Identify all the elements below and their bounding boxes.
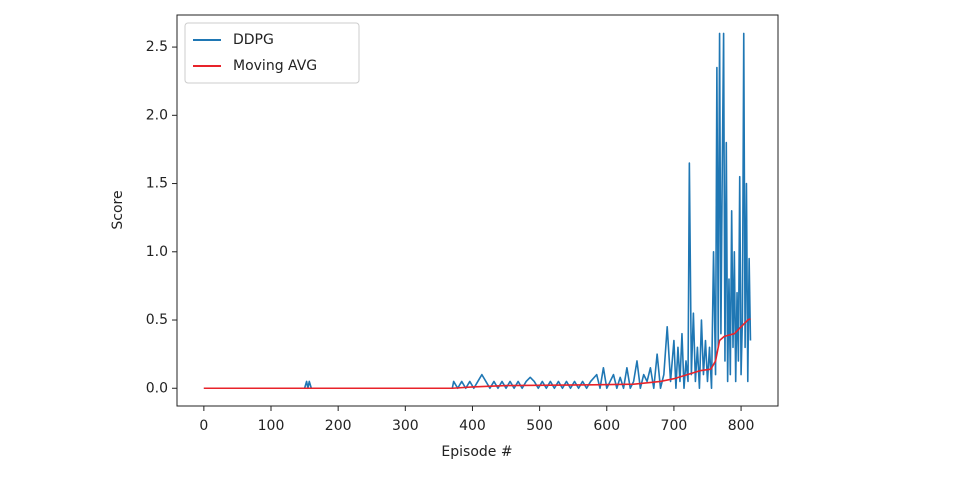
x-tick-label: 0 (199, 418, 208, 434)
y-tick-label: 0.0 (146, 380, 168, 396)
y-tick-label: 1.5 (146, 176, 168, 192)
y-tick-label: 0.5 (146, 312, 168, 328)
x-tick-label: 600 (593, 418, 620, 434)
x-axis-label: Episode # (441, 444, 512, 460)
axes-frame (176, 14, 779, 407)
y-tick-label: 1.0 (146, 244, 168, 260)
legend-label: DDPG (233, 32, 274, 48)
y-tick-label: 2.0 (146, 107, 168, 123)
series-line (203, 32, 752, 390)
y-tick-label: 2.5 (146, 39, 168, 55)
x-tick-label: 700 (661, 418, 688, 434)
legend-label: Moving AVG (233, 58, 317, 74)
x-tick-label: 100 (258, 418, 285, 434)
x-tick-label: 400 (459, 418, 486, 434)
x-tick-label: 800 (728, 418, 755, 434)
legend-box (184, 22, 360, 84)
y-axis-label: Score (110, 190, 126, 229)
x-tick-label: 200 (325, 418, 352, 434)
x-tick-label: 300 (392, 418, 419, 434)
series-line (203, 317, 751, 390)
x-tick-label: 500 (526, 418, 553, 434)
